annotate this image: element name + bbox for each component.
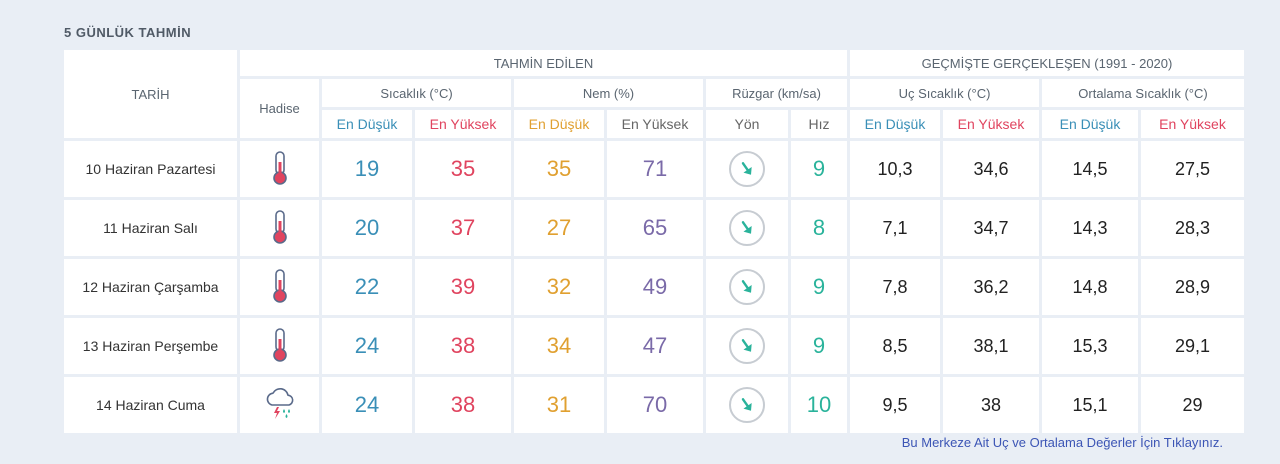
extreme-low-cell: 9,5	[850, 377, 940, 433]
wind-direction-icon	[729, 387, 765, 423]
humidity-header: Nem (%)	[514, 79, 703, 107]
wind-direction-cell	[706, 318, 788, 374]
wind-header: Rüzgar (km/sa)	[706, 79, 847, 107]
temp-low-cell: 19	[322, 141, 412, 197]
avg-high-cell: 28,3	[1141, 200, 1244, 256]
avg-high-cell: 27,5	[1141, 141, 1244, 197]
avg-low-cell: 15,1	[1042, 377, 1138, 433]
wind-speed-cell: 9	[791, 259, 847, 315]
temp-low-cell: 24	[322, 377, 412, 433]
thermometer-icon	[269, 209, 291, 248]
temp-header: Sıcaklık (°C)	[322, 79, 511, 107]
event-cell	[240, 259, 319, 315]
humidity-high-cell: 71	[607, 141, 703, 197]
date-cell: 14 Haziran Cuma	[64, 377, 237, 433]
wind-speed-cell: 10	[791, 377, 847, 433]
temp-high-cell: 37	[415, 200, 511, 256]
date-cell: 11 Haziran Salı	[64, 200, 237, 256]
extreme-high-header: En Yüksek	[943, 110, 1039, 138]
date-cell: 10 Haziran Pazartesi	[64, 141, 237, 197]
thermometer-icon	[269, 327, 291, 366]
avg-low-cell: 14,8	[1042, 259, 1138, 315]
event-cell	[240, 318, 319, 374]
extreme-low-cell: 10,3	[850, 141, 940, 197]
extreme-low-cell: 8,5	[850, 318, 940, 374]
humidity-low-cell: 34	[514, 318, 604, 374]
wind-direction-icon	[729, 328, 765, 364]
humidity-low-cell: 31	[514, 377, 604, 433]
station-extremes-link[interactable]: Bu Merkeze Ait Uç ve Ortalama Değerler İ…	[901, 435, 1223, 450]
temp-low-cell: 22	[322, 259, 412, 315]
date-cell: 12 Haziran Çarşamba	[64, 259, 237, 315]
thunderstorm-icon	[263, 387, 297, 424]
avg-low-header: En Düşük	[1042, 110, 1138, 138]
humidity-low-header: En Düşük	[514, 110, 604, 138]
date-cell: 13 Haziran Perşembe	[64, 318, 237, 374]
temp-high-header: En Yüksek	[415, 110, 511, 138]
wind-speed-cell: 8	[791, 200, 847, 256]
humidity-high-cell: 47	[607, 318, 703, 374]
humidity-high-cell: 65	[607, 200, 703, 256]
avg-low-cell: 15,3	[1042, 318, 1138, 374]
humidity-high-header: En Yüksek	[607, 110, 703, 138]
humidity-high-cell: 49	[607, 259, 703, 315]
humidity-low-cell: 32	[514, 259, 604, 315]
avg-high-header: En Yüksek	[1141, 110, 1244, 138]
predicted-header: TAHMİN EDİLEN	[240, 50, 847, 76]
humidity-low-cell: 27	[514, 200, 604, 256]
event-header: Hadise	[240, 79, 319, 138]
event-cell	[240, 377, 319, 433]
temp-low-cell: 24	[322, 318, 412, 374]
thermometer-icon	[269, 268, 291, 307]
direction-header: Yön	[706, 110, 788, 138]
humidity-low-cell: 35	[514, 141, 604, 197]
temp-high-cell: 38	[415, 377, 511, 433]
date-header: TARİH	[64, 50, 237, 138]
temp-low-header: En Düşük	[322, 110, 412, 138]
forecast-table: TARİH TAHMİN EDİLEN GEÇMİŞTE GERÇEKLEŞEN…	[64, 50, 1244, 433]
extreme-high-cell: 34,6	[943, 141, 1039, 197]
humidity-high-cell: 70	[607, 377, 703, 433]
wind-speed-cell: 9	[791, 318, 847, 374]
wind-direction-cell	[706, 141, 788, 197]
wind-direction-cell	[706, 259, 788, 315]
avg-low-cell: 14,3	[1042, 200, 1138, 256]
extreme-high-cell: 38	[943, 377, 1039, 433]
temp-high-cell: 35	[415, 141, 511, 197]
avg-high-cell: 28,9	[1141, 259, 1244, 315]
wind-speed-cell: 9	[791, 141, 847, 197]
extreme-high-cell: 38,1	[943, 318, 1039, 374]
extreme-temp-header: Uç Sıcaklık (°C)	[850, 79, 1039, 107]
thermometer-icon	[269, 150, 291, 189]
temp-low-cell: 20	[322, 200, 412, 256]
temp-high-cell: 39	[415, 259, 511, 315]
wind-direction-icon	[729, 210, 765, 246]
avg-temp-header: Ortalama Sıcaklık (°C)	[1042, 79, 1244, 107]
speed-header: Hız	[791, 110, 847, 138]
wind-direction-cell	[706, 200, 788, 256]
temp-high-cell: 38	[415, 318, 511, 374]
extreme-high-cell: 34,7	[943, 200, 1039, 256]
avg-high-cell: 29,1	[1141, 318, 1244, 374]
extreme-high-cell: 36,2	[943, 259, 1039, 315]
avg-low-cell: 14,5	[1042, 141, 1138, 197]
wind-direction-cell	[706, 377, 788, 433]
event-cell	[240, 200, 319, 256]
event-cell	[240, 141, 319, 197]
avg-high-cell: 29	[1141, 377, 1244, 433]
wind-direction-icon	[729, 151, 765, 187]
wind-direction-icon	[729, 269, 765, 305]
extreme-low-header: En Düşük	[850, 110, 940, 138]
extreme-low-cell: 7,1	[850, 200, 940, 256]
extreme-low-cell: 7,8	[850, 259, 940, 315]
forecast-title: 5 GÜNLÜK TAHMİN	[64, 25, 192, 40]
historical-header: GEÇMİŞTE GERÇEKLEŞEN (1991 - 2020)	[850, 50, 1244, 76]
